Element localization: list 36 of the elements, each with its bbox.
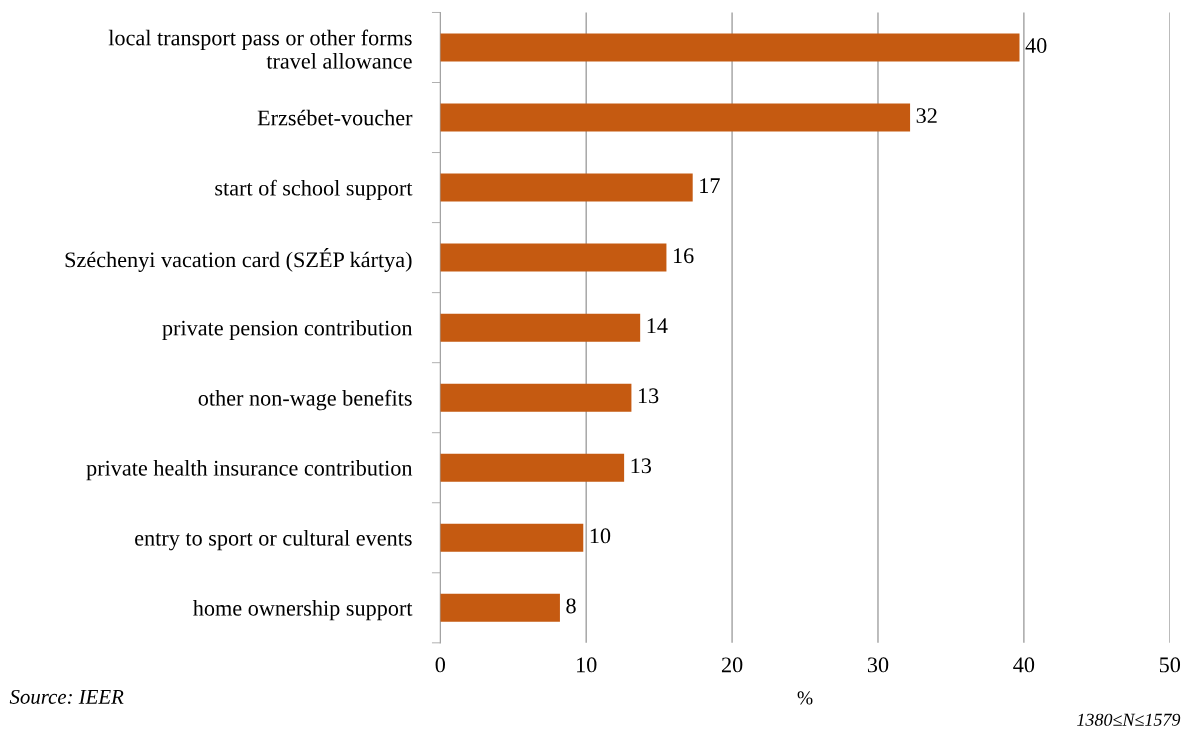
y-tick-label: entry to sport or cultural events (135, 530, 412, 551)
bar (440, 173, 693, 202)
x-tick-label: 10 (577, 657, 597, 673)
x-tick-label: 20 (721, 657, 743, 673)
y-tick-label: local transport pass or other forms travel allowance (108, 29, 412, 69)
y-tick-label: Erzsébet-voucher (257, 109, 413, 126)
data-label: 17 (700, 178, 720, 193)
x-tick-label: 0 (435, 657, 446, 673)
data-label: 16 (673, 248, 694, 264)
x-tick-label: 50 (1159, 657, 1181, 673)
x-axis-title: % (797, 691, 813, 705)
data-label: 13 (638, 388, 659, 404)
data-label: 8 (566, 598, 576, 614)
data-label: 13 (631, 458, 652, 474)
y-tick-label: home ownership support (193, 600, 413, 621)
y-tick-label: private pension contribution (162, 319, 413, 341)
bar (440, 313, 641, 342)
bar (440, 243, 667, 272)
data-label: 10 (590, 528, 611, 544)
y-tick-label: Széchenyi vacation card (SZÉP kártya) (65, 248, 412, 272)
bar (440, 103, 911, 132)
data-label: 40 (1025, 38, 1047, 54)
bar (440, 523, 584, 552)
text: 1380≤N≤1579 (1077, 713, 1181, 726)
bar (440, 383, 632, 412)
source-note: Source: IEER (9, 689, 124, 704)
data-label: 32 (916, 108, 937, 124)
data-label: 14 (647, 318, 668, 333)
bar (440, 453, 625, 482)
bar (440, 593, 560, 622)
y-tick-label: other non-wage benefits (198, 389, 412, 411)
y-tick-label: start of school support (215, 179, 413, 201)
bar (440, 33, 1020, 62)
y-tick-label: private health insurance contribution (86, 460, 413, 481)
x-tick-label: 30 (867, 657, 889, 673)
x-tick-label: 40 (1013, 657, 1035, 673)
